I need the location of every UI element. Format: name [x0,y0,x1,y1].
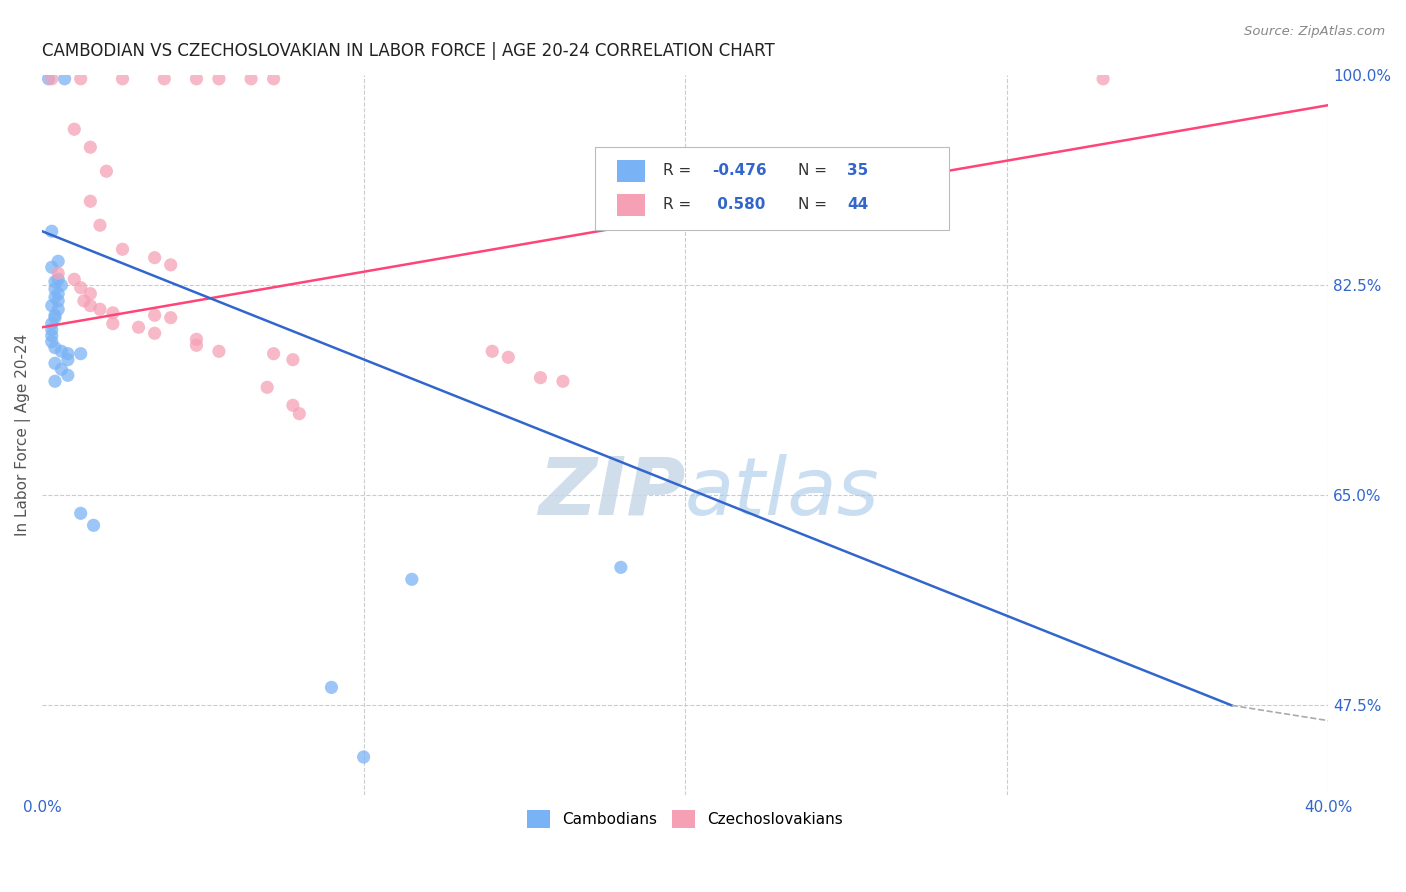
Point [401,572,423,586]
Point [498,351,520,365]
Point [46,293,69,308]
Text: N =: N = [799,197,832,212]
Point [69,71,91,86]
Point [96,164,118,178]
Point [128,320,150,334]
FancyBboxPatch shape [617,161,645,182]
Point [1092,71,1115,86]
Point [44,282,66,296]
Point [111,242,134,256]
Point [41,334,63,349]
Point [353,750,375,764]
Point [41,323,63,337]
Point [44,356,66,370]
Point [240,71,263,86]
Point [159,258,181,272]
Point [69,346,91,360]
Legend: Cambodians, Czechoslovakians: Cambodians, Czechoslovakians [520,804,849,835]
Point [41,328,63,343]
Text: 0.580: 0.580 [711,197,765,212]
Point [79,286,101,301]
Point [41,224,63,238]
Point [44,290,66,304]
Point [46,302,69,317]
Text: R =: R = [664,197,696,212]
Point [159,310,181,325]
Point [38,71,60,86]
Text: 44: 44 [848,197,869,212]
Point [46,272,69,286]
Point [101,306,124,320]
Point [263,71,285,86]
Point [79,194,101,209]
Point [89,302,111,317]
Point [288,407,311,421]
Point [69,506,91,520]
Point [56,352,79,367]
Text: atlas: atlas [685,454,880,532]
FancyBboxPatch shape [595,147,949,230]
Point [186,71,208,86]
Point [44,374,66,388]
Point [89,219,111,233]
Point [529,370,551,384]
Point [256,380,278,394]
Point [41,71,63,86]
Point [41,299,63,313]
FancyBboxPatch shape [617,194,645,216]
Point [44,310,66,325]
Text: ZIP: ZIP [537,454,685,532]
Point [610,560,633,574]
Point [41,317,63,331]
Point [143,308,166,322]
Point [69,280,91,294]
Text: N =: N = [799,163,832,178]
Text: R =: R = [664,163,696,178]
Point [51,344,73,359]
Point [44,341,66,355]
Point [46,254,69,268]
Point [153,71,176,86]
Point [79,140,101,154]
Point [481,344,503,359]
Point [281,352,304,367]
Point [73,293,96,308]
Point [56,346,79,360]
Point [46,286,69,301]
Point [263,346,285,360]
Point [281,398,304,412]
Point [186,338,208,352]
Point [51,278,73,293]
Point [51,362,73,376]
Point [321,681,343,695]
Point [79,299,101,313]
Point [551,374,574,388]
Point [63,122,86,136]
Text: -0.476: -0.476 [711,163,766,178]
Text: 35: 35 [848,163,869,178]
Point [41,260,63,275]
Text: Source: ZipAtlas.com: Source: ZipAtlas.com [1244,25,1385,38]
Point [63,272,86,286]
Point [56,368,79,383]
Point [143,326,166,341]
Point [46,266,69,280]
Point [208,344,231,359]
Y-axis label: In Labor Force | Age 20-24: In Labor Force | Age 20-24 [15,334,31,536]
Point [186,332,208,346]
Point [143,251,166,265]
Text: CAMBODIAN VS CZECHOSLOVAKIAN IN LABOR FORCE | AGE 20-24 CORRELATION CHART: CAMBODIAN VS CZECHOSLOVAKIAN IN LABOR FO… [42,42,775,60]
Point [53,71,76,86]
Point [44,275,66,289]
Point [111,71,134,86]
Point [101,317,124,331]
Point [83,518,105,533]
Point [44,308,66,322]
Point [208,71,231,86]
